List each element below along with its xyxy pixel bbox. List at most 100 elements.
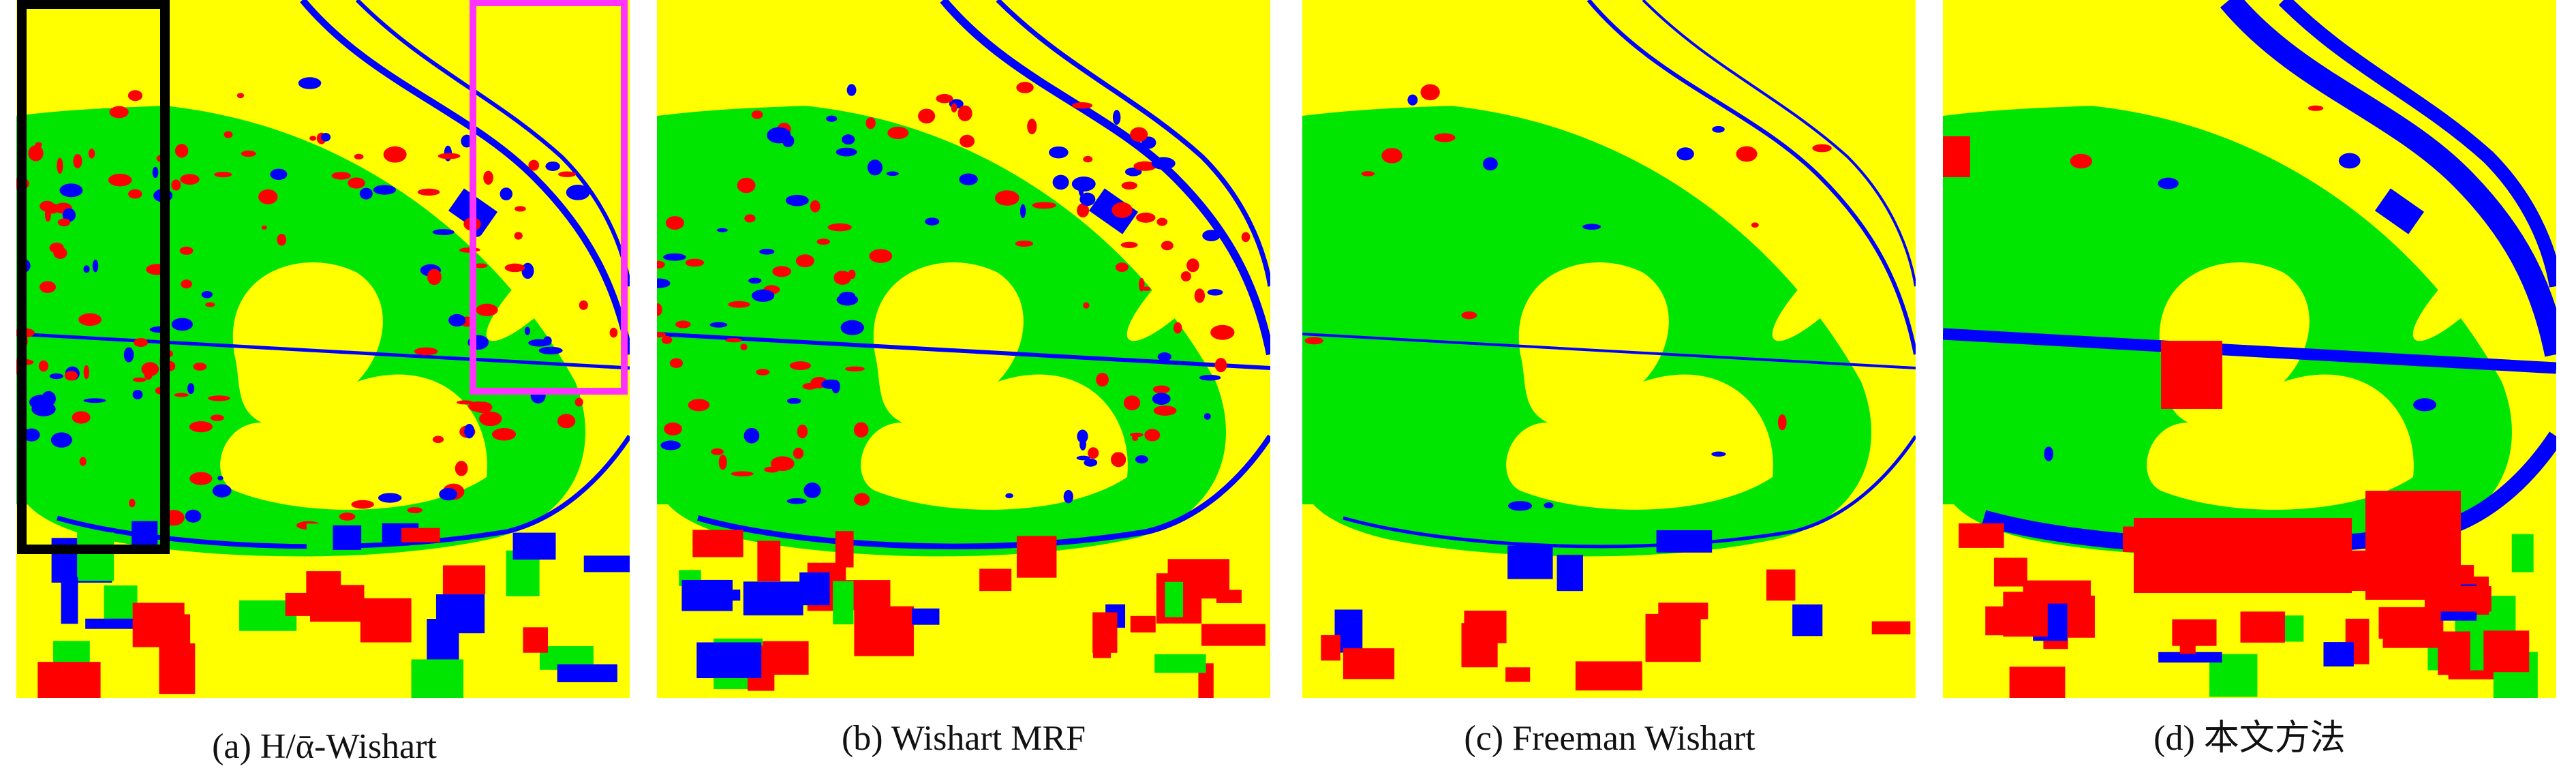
speckle: [448, 314, 466, 327]
map: [1943, 0, 2556, 698]
urban: [854, 606, 914, 656]
speckle: [1151, 157, 1176, 170]
speckle: [524, 326, 530, 335]
speckle: [545, 162, 560, 171]
speckle: [1207, 289, 1223, 296]
speckle: [72, 411, 91, 424]
speckle: [427, 269, 442, 286]
speckle: [1544, 502, 1554, 508]
road: [996, 0, 1270, 287]
caption: (c) Freeman Wishart: [1464, 719, 1755, 758]
urban: [306, 571, 341, 615]
urban: [912, 608, 940, 625]
speckle: [709, 322, 728, 328]
speckle: [64, 371, 78, 381]
speckle: [1361, 171, 1375, 177]
speckle: [1019, 204, 1026, 219]
speckle: [236, 93, 245, 99]
urban: [2378, 607, 2441, 639]
speckle: [1121, 181, 1138, 190]
speckle: [748, 277, 762, 284]
speckle: [1203, 413, 1211, 420]
urban: [37, 662, 101, 698]
speckle: [57, 218, 71, 227]
speckle: [189, 472, 213, 485]
speckle: [339, 513, 356, 521]
speckle: [414, 347, 438, 356]
speckle: [869, 249, 893, 263]
speckle: [187, 382, 195, 395]
speckle: [936, 93, 953, 104]
urban: [1656, 530, 1713, 553]
speckle: [1083, 155, 1093, 163]
speckle: [1110, 452, 1126, 468]
speckle: [731, 471, 754, 476]
speckle: [479, 411, 502, 427]
speckle: [1482, 157, 1498, 171]
speckle: [960, 134, 975, 148]
urban: [2282, 615, 2304, 642]
speckle: [185, 509, 202, 523]
speckle: [867, 159, 883, 176]
blob: [1506, 262, 1773, 510]
urban: [1575, 661, 1642, 691]
urban: [1154, 654, 1206, 673]
speckle: [210, 414, 224, 421]
urban: [1016, 536, 1057, 578]
speckle: [1112, 110, 1121, 125]
speckle: [728, 301, 750, 308]
speckle: [127, 90, 143, 102]
caption: (a) H/ᾱ-Wishart: [212, 727, 437, 766]
speckle: [1812, 144, 1832, 153]
highlight-box: [470, 0, 628, 395]
urban: [757, 540, 781, 582]
speckle: [918, 108, 936, 124]
speckle: [504, 263, 525, 273]
urban: [2323, 642, 2354, 667]
strip: [1772, 231, 1882, 341]
urban: [692, 530, 743, 557]
speckle: [793, 447, 804, 459]
speckle: [839, 292, 855, 300]
speckle: [50, 432, 72, 448]
speckle: [1084, 458, 1098, 467]
strip: [486, 231, 596, 341]
speckle: [83, 265, 90, 273]
urban: [1464, 610, 1507, 643]
speckle: [1136, 212, 1156, 223]
speckle: [816, 239, 830, 245]
speckle: [29, 395, 54, 410]
speckle: [1005, 493, 1013, 499]
speckle: [1156, 217, 1168, 226]
speckle: [1096, 372, 1109, 387]
speckle: [261, 225, 267, 230]
urban: [1092, 612, 1118, 653]
urban: [743, 581, 803, 615]
speckle: [1186, 258, 1199, 273]
speckle: [528, 159, 540, 171]
speckle: [1063, 489, 1073, 504]
speckle: [557, 414, 576, 429]
speckle: [664, 422, 682, 436]
speckle: [474, 263, 488, 269]
speckle: [438, 153, 461, 159]
urban: [1165, 581, 1183, 617]
speckle: [78, 313, 102, 326]
urban: [1557, 554, 1583, 592]
speckle: [711, 448, 724, 455]
speckle: [129, 498, 136, 508]
speckle: [994, 190, 1019, 206]
speckle: [842, 134, 855, 145]
speckle: [83, 398, 106, 403]
panel-d: [1943, 0, 2556, 698]
urban: [427, 619, 459, 666]
speckle: [40, 200, 55, 212]
speckle: [109, 106, 129, 119]
speckle: [373, 185, 397, 195]
strip: [1126, 231, 1237, 341]
speckle: [657, 278, 671, 288]
urban: [1959, 523, 2004, 548]
speckle: [134, 338, 148, 347]
urban: [411, 659, 464, 698]
urban: [979, 568, 1012, 592]
